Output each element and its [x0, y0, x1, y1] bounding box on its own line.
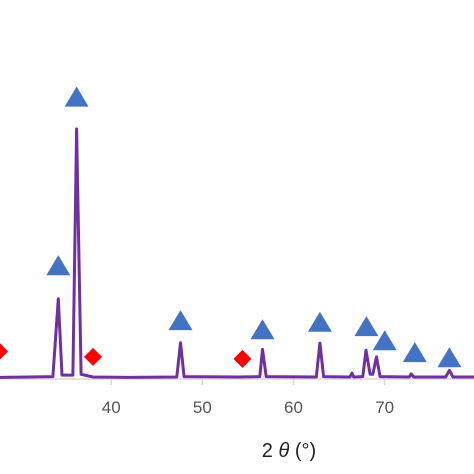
marker-layer: [0, 86, 462, 368]
triangle-marker: [168, 310, 193, 331]
diamond-marker: [0, 343, 9, 360]
triangle-marker: [307, 311, 332, 332]
x-tick-label: 60: [284, 398, 303, 417]
x-tick-label: 70: [375, 398, 394, 417]
series-layer: [0, 127, 474, 379]
x-axis-title-symbol: θ: [278, 440, 289, 462]
xrd-pattern-line: [0, 127, 474, 379]
triangle-marker: [250, 319, 275, 340]
diamond-marker: [233, 349, 252, 368]
triangle-marker: [354, 316, 379, 337]
x-axis-ticks: 40 50 60 70: [102, 379, 394, 417]
triangle-marker: [64, 86, 89, 107]
triangle-marker: [46, 255, 71, 276]
diamond-marker: [84, 347, 102, 366]
triangle-marker: [372, 330, 397, 351]
x-tick-label: 50: [193, 398, 212, 417]
x-tick-label: 40: [102, 398, 121, 417]
triangle-marker: [437, 347, 462, 368]
x-axis-title-prefix: 2: [262, 440, 279, 462]
triangle-marker: [402, 342, 427, 363]
x-axis-title: 2 θ (°): [262, 440, 316, 462]
x-axis-title-suffix: (°): [289, 440, 316, 462]
